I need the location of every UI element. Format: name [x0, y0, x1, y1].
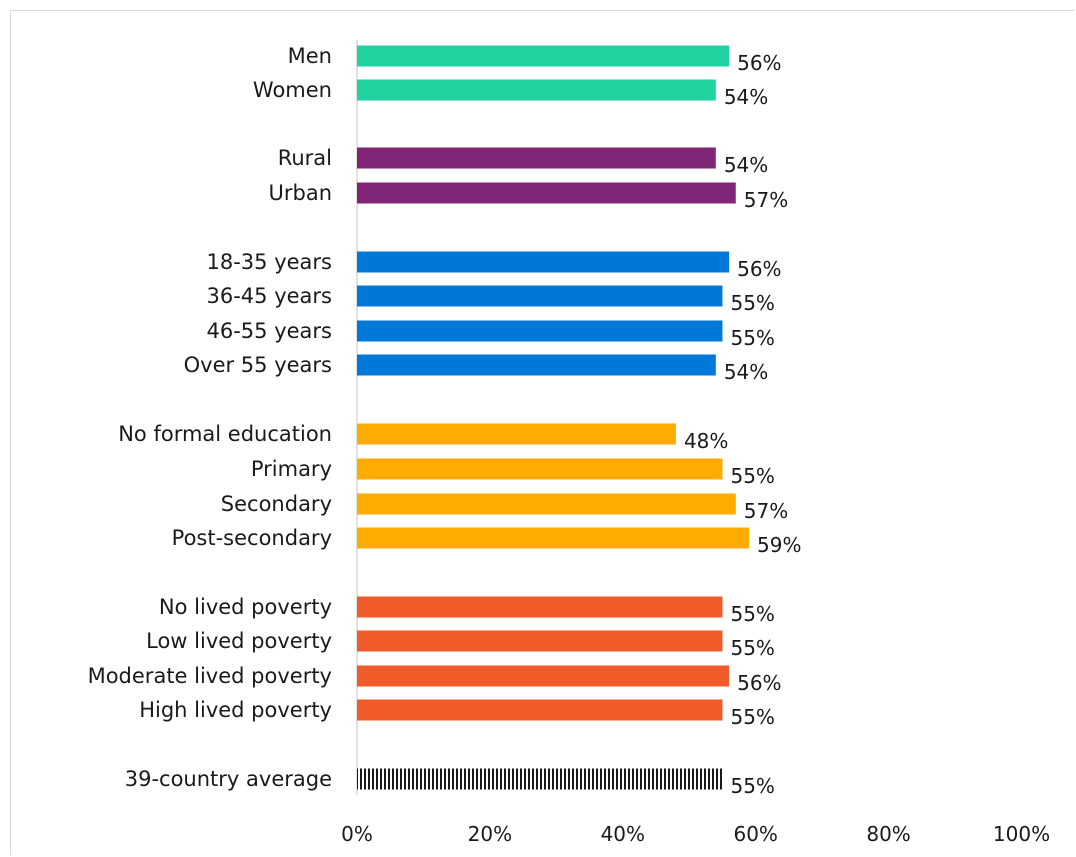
value-label-low-lived-poverty: 55% [730, 636, 774, 660]
bar-men [357, 45, 730, 67]
bar-urban [357, 182, 736, 204]
bar-high-lived-poverty [357, 699, 723, 721]
value-label-rural: 54% [724, 153, 768, 177]
value-label-secondary: 57% [744, 499, 788, 523]
category-label-women: Women [253, 78, 332, 102]
value-label-18-35-years: 56% [737, 257, 781, 281]
x-tick-label-80: 80% [866, 822, 910, 846]
category-label-no-lived-poverty: No lived poverty [159, 595, 332, 619]
value-label-high-lived-poverty: 55% [730, 705, 774, 729]
bar-primary [357, 458, 723, 480]
chart-frame [10, 10, 1074, 855]
bar-over-55-years [357, 354, 716, 376]
value-label-no-formal-education: 48% [684, 429, 728, 453]
category-label-secondary: Secondary [221, 492, 332, 516]
value-label-urban: 57% [744, 188, 788, 212]
value-label-moderate-lived-poverty: 56% [737, 671, 781, 695]
value-label-women: 54% [724, 85, 768, 109]
value-label-men: 56% [737, 51, 781, 75]
x-tick-label-0: 0% [341, 822, 373, 846]
category-label-low-lived-poverty: Low lived poverty [146, 629, 332, 653]
category-label-post-secondary: Post-secondary [172, 526, 332, 550]
category-label-rural: Rural [278, 146, 332, 170]
value-label-39-country-average: 55% [730, 774, 774, 798]
category-label-primary: Primary [251, 457, 332, 481]
category-label-39-country-average: 39-country average [125, 767, 332, 791]
category-label-high-lived-poverty: High lived poverty [139, 698, 332, 722]
category-label-18-35-years: 18-35 years [207, 250, 333, 274]
bar-moderate-lived-poverty [357, 665, 730, 687]
x-tick-label-40: 40% [601, 822, 645, 846]
bar-post-secondary [357, 527, 750, 549]
bar-low-lived-poverty [357, 630, 723, 652]
category-label-no-formal-education: No formal education [118, 422, 332, 446]
bar-36-45-years [357, 285, 723, 307]
bar-39-country-average [357, 768, 723, 790]
x-tick-label-100: 100% [993, 822, 1050, 846]
bar-18-35-years [357, 251, 730, 273]
bar-rural [357, 147, 716, 169]
value-label-46-55-years: 55% [730, 326, 774, 350]
value-label-post-secondary: 59% [757, 533, 801, 557]
category-label-urban: Urban [268, 181, 332, 205]
bar-no-formal-education [357, 423, 676, 445]
category-label-46-55-years: 46-55 years [207, 319, 333, 343]
x-tick-label-20: 20% [468, 822, 512, 846]
bar-secondary [357, 493, 736, 515]
category-label-over-55-years: Over 55 years [184, 353, 332, 377]
bar-no-lived-poverty [357, 596, 723, 618]
value-label-over-55-years: 54% [724, 360, 768, 384]
bar-46-55-years [357, 320, 723, 342]
category-label-men: Men [288, 44, 332, 68]
value-label-36-45-years: 55% [730, 291, 774, 315]
bar-women [357, 79, 716, 101]
x-tick-label-60: 60% [733, 822, 777, 846]
category-label-36-45-years: 36-45 years [207, 284, 333, 308]
value-label-primary: 55% [730, 464, 774, 488]
value-label-no-lived-poverty: 55% [730, 602, 774, 626]
category-label-moderate-lived-poverty: Moderate lived poverty [88, 664, 332, 688]
